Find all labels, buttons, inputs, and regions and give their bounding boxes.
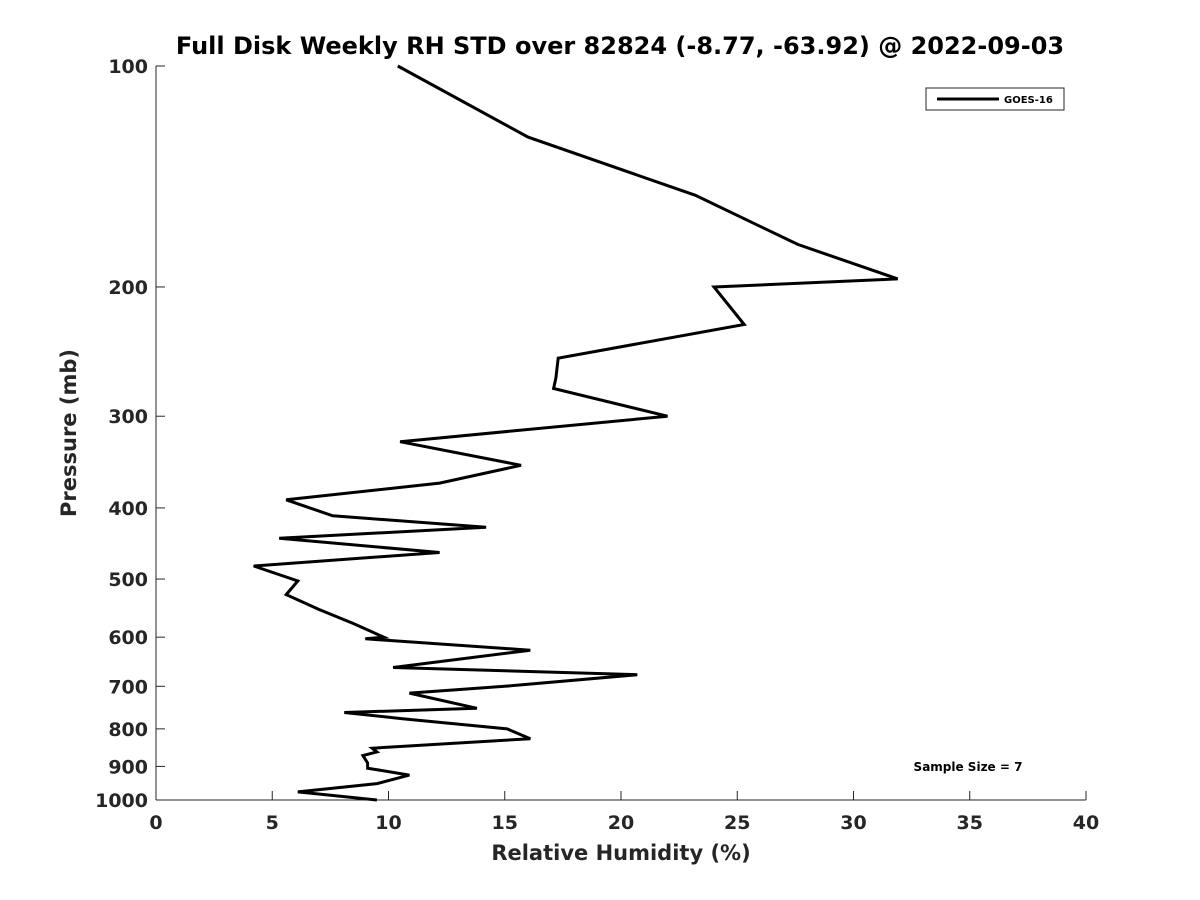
- plot-area: 0 5 10 15 20 25 30 35 40 100 200 300 400 500 600 700 80…: [95, 56, 1099, 834]
- y-ticks: 100 200 300 400 500 600 700 800 900 1000: [95, 56, 165, 812]
- x-ticks: 0 5 10 15 20 25 30 35 40: [149, 791, 1099, 834]
- y-tick-label: 200: [108, 277, 148, 299]
- sample-size-annotation: Sample Size = 7: [914, 760, 1023, 774]
- x-axis-label: Relative Humidity (%): [491, 841, 750, 865]
- y-tick-label: 300: [108, 406, 148, 428]
- y-tick-label: 900: [108, 756, 148, 778]
- y-tick-label: 600: [108, 627, 148, 649]
- x-tick-label: 25: [724, 812, 750, 834]
- y-tick-label: 100: [108, 56, 148, 78]
- y-axis-label: Pressure (mb): [57, 349, 81, 517]
- y-tick-label: 400: [108, 498, 148, 520]
- y-tick-label: 500: [108, 569, 148, 591]
- x-tick-label: 35: [957, 812, 983, 834]
- series-line-goes-16: [253, 64, 899, 802]
- y-tick-label: 800: [108, 719, 148, 741]
- legend-label-goes-16: GOES-16: [1004, 95, 1053, 106]
- y-tick-label: 1000: [95, 790, 148, 812]
- x-tick-label: 20: [608, 812, 634, 834]
- x-tick-label: 30: [840, 812, 866, 834]
- x-tick-label: 5: [266, 812, 279, 834]
- chart-title: Full Disk Weekly RH STD over 82824 (-8.7…: [176, 32, 1064, 60]
- x-tick-label: 15: [492, 812, 518, 834]
- x-tick-label: 40: [1073, 812, 1099, 834]
- legend: GOES-16: [925, 87, 1065, 111]
- y-tick-label: 700: [108, 676, 148, 698]
- x-tick-label: 10: [375, 812, 401, 834]
- x-tick-label: 0: [149, 812, 162, 834]
